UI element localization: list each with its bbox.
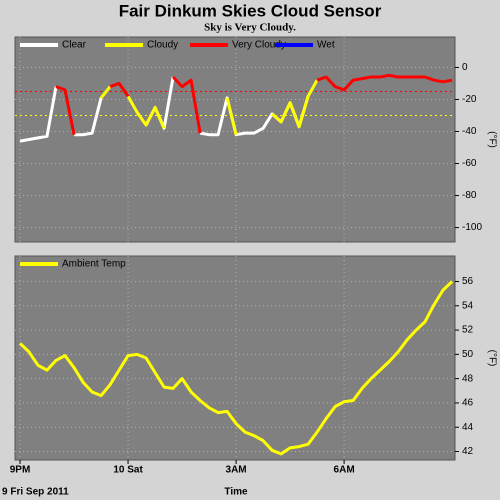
- legend-label: Ambient Temp: [62, 259, 126, 270]
- y-axis-label: (°F): [486, 131, 497, 148]
- x-tick-label: 3AM: [226, 465, 247, 476]
- y-tick-label: 42: [462, 446, 474, 457]
- x-tick-label: 10 Sat: [113, 465, 143, 476]
- chart-subtitle: Sky is Very Cloudy.: [204, 22, 296, 34]
- y-tick-label: 52: [462, 325, 474, 336]
- y-tick-label: 54: [462, 300, 474, 311]
- x-axis-label: Time: [224, 487, 248, 498]
- series-line: [19, 76, 310, 143]
- legend-label: Clear: [62, 40, 87, 51]
- y-tick-label: -40: [462, 126, 477, 137]
- legend-label: Wet: [317, 40, 335, 51]
- y-tick-label: -100: [462, 222, 482, 233]
- date-label: 9 Fri Sep 2011: [2, 487, 69, 498]
- y-tick-label: 46: [462, 398, 474, 409]
- y-tick-label: 0: [462, 62, 468, 73]
- legend-label: Cloudy: [147, 40, 178, 51]
- series-line: [18, 280, 454, 456]
- x-tick-label: 9PM: [10, 465, 31, 476]
- y-tick-label: 48: [462, 373, 474, 384]
- y-tick-label: 50: [462, 349, 474, 360]
- series-line: [99, 79, 319, 136]
- y-tick-label: 56: [462, 276, 474, 287]
- plot-area: [14, 36, 456, 243]
- y-tick-label: -80: [462, 190, 477, 201]
- x-tick-label: 6AM: [334, 465, 355, 476]
- y-tick-label: 44: [462, 422, 474, 433]
- series-line: [55, 73, 453, 135]
- y-tick-label: -20: [462, 94, 477, 105]
- legend-label: Very Cloudy: [232, 40, 286, 51]
- chart-title: Fair Dinkum Skies Cloud Sensor: [119, 1, 382, 20]
- y-tick-label: -60: [462, 158, 477, 169]
- y-axis-label: (°F): [486, 350, 497, 367]
- plot-area: [14, 255, 456, 461]
